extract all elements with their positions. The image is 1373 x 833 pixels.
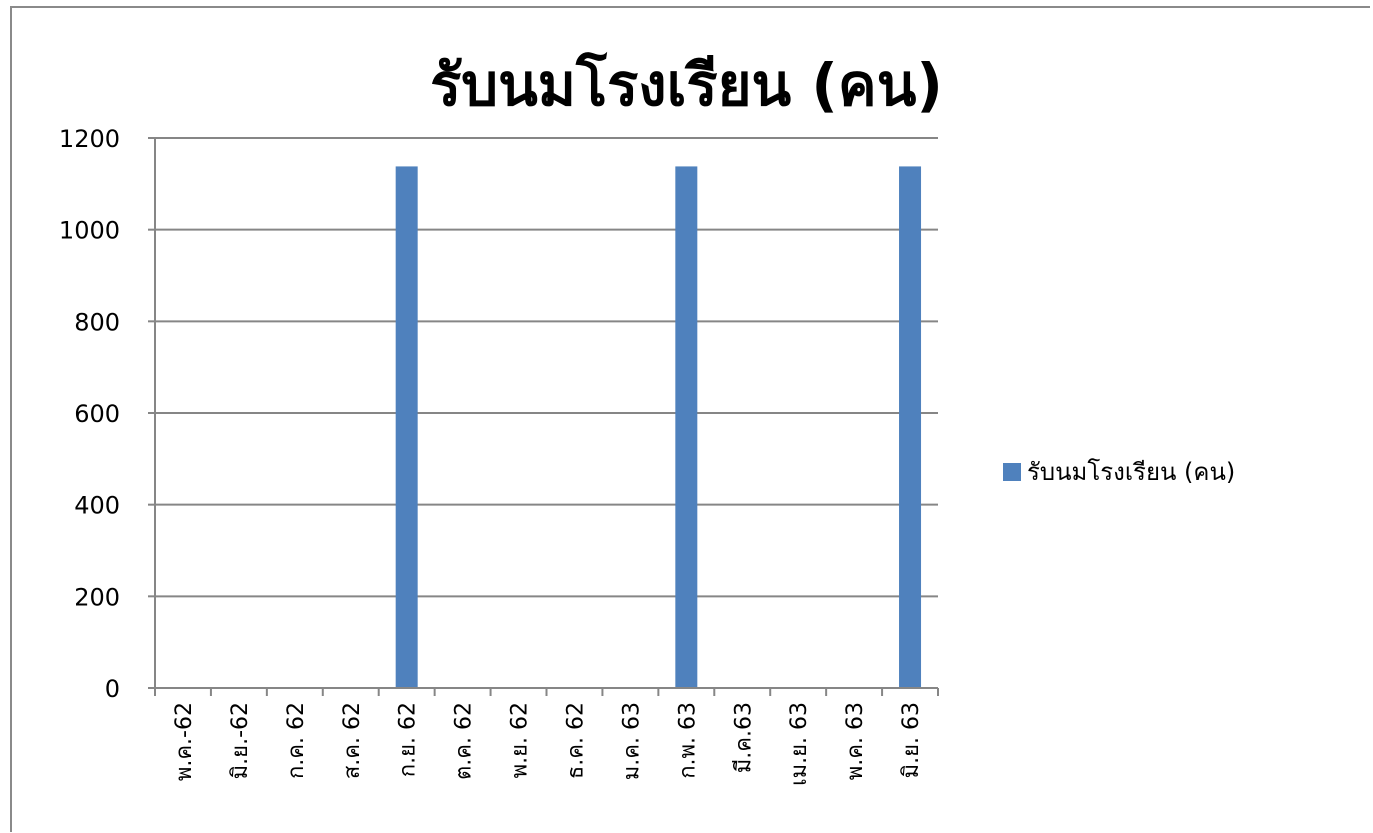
y-tick-label: 1000 [59, 217, 120, 245]
x-tick-label: ก.พ. 63 [675, 702, 700, 779]
y-tick-label: 0 [105, 675, 120, 703]
x-tick-label: มี.ค.63 [731, 702, 756, 773]
x-tick-label: มิ.ย. 63 [899, 702, 924, 778]
bars [395, 166, 922, 688]
x-tick-label: เม.ย. 63 [787, 702, 812, 786]
y-axis-ticks: 0 200 400 600 800 1000 1200 [59, 125, 155, 703]
bar [395, 166, 418, 688]
x-tick-label: ม.ค. 63 [619, 702, 644, 780]
x-tick-label: ธ.ค. 62 [563, 702, 588, 779]
x-tick-label: ก.ค. 62 [284, 702, 309, 779]
y-tick-label: 200 [74, 583, 120, 611]
x-tick-label: มิ.ย.-62 [228, 702, 253, 779]
chart-frame [10, 6, 1370, 832]
grid-lines [155, 137, 938, 598]
x-tick-label: ส.ค. 62 [340, 702, 365, 779]
x-tick-label: พ.ค. 63 [843, 702, 868, 780]
x-tick-label: พ.ค.-62 [172, 702, 197, 781]
chart-title: รับนมโรงเรียน (คน) [430, 51, 943, 119]
y-tick-label: 400 [74, 492, 120, 520]
y-tick-label: 1200 [59, 125, 120, 153]
x-tick-label: ต.ค. 62 [452, 702, 477, 780]
y-tick-label: 800 [74, 308, 120, 336]
x-tick-label: ก.ย. 62 [396, 702, 421, 777]
legend-label: รับนมโรงเรียน (คน) [1027, 458, 1236, 486]
x-tick-label: พ.ย. 62 [508, 702, 533, 778]
legend-swatch [1003, 462, 1021, 481]
bar [675, 166, 698, 688]
y-tick-label: 600 [74, 400, 120, 428]
legend: รับนมโรงเรียน (คน) [1003, 452, 1235, 491]
bar [899, 166, 922, 688]
x-axis-ticks: พ.ค.-62 มิ.ย.-62 ก.ค. 62 ส.ค. 62 ก.ย. 62 ต.ค.… [154, 688, 939, 786]
